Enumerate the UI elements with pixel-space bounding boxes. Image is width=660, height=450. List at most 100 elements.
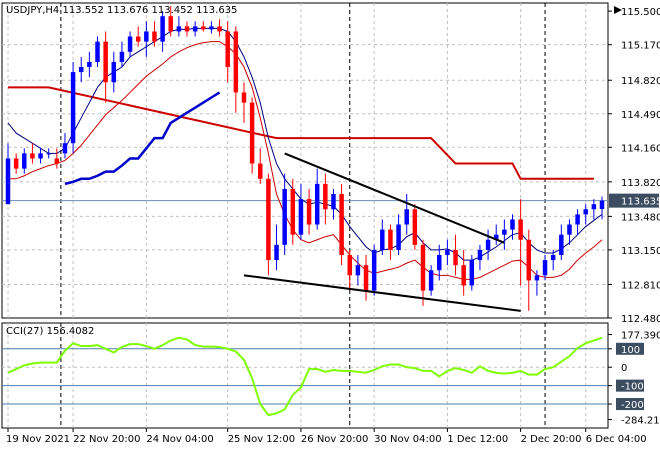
candle-body [249, 102, 255, 164]
candle-body [453, 249, 458, 266]
candle-body [209, 26, 214, 30]
cci-tick-label: -100 [621, 382, 644, 393]
candle-body [46, 153, 51, 155]
price-tick-label: 115.500 [621, 7, 660, 18]
chart-shift-marker [614, 6, 622, 14]
candle-body [461, 265, 466, 286]
cci-tick-label: 177.3903 [621, 331, 660, 342]
candle-body [331, 194, 336, 210]
candle-body [437, 255, 442, 271]
candle-body [388, 229, 393, 250]
candle-body [62, 143, 68, 154]
candle-body [583, 209, 588, 215]
candle-body [380, 229, 385, 250]
cci-level-tag [616, 342, 644, 355]
candle-body [176, 26, 182, 32]
candle-body [95, 41, 100, 62]
candle-body [217, 26, 222, 32]
time-tick-label: 30 Nov 04:00 [374, 434, 441, 445]
candle-body [30, 153, 35, 159]
candle-body [103, 41, 108, 83]
moving-average-line [8, 41, 603, 280]
candle-body [591, 204, 597, 210]
candle-body [477, 249, 483, 261]
cci-tick-label: -200 [621, 400, 644, 411]
candle-body [428, 270, 434, 291]
price-tick-label: 113.820 [621, 178, 660, 189]
cci-level-tag [616, 379, 644, 392]
cci-tick-label: -284.2161 [621, 416, 660, 427]
time-tick-label: 19 Nov 2021 [6, 434, 70, 445]
candle-body [355, 265, 361, 276]
resistance-step-line [8, 86, 594, 180]
price-tick-label: 112.810 [621, 280, 660, 291]
candle-body [152, 31, 157, 42]
price-tick-label: 113.150 [621, 246, 660, 257]
candle-body [184, 26, 190, 32]
candle-body [119, 51, 125, 62]
candle-body [144, 31, 149, 42]
time-tick-label: 1 Dec 12:00 [447, 434, 508, 445]
trendline [243, 274, 521, 312]
time-tick-label: 2 Dec 20:00 [521, 434, 582, 445]
candle-body [526, 239, 532, 281]
candle-body [542, 260, 548, 276]
price-tick-label: 114.820 [621, 76, 660, 87]
candle-body [412, 209, 418, 245]
candle-body [347, 255, 352, 276]
candle-body [70, 72, 76, 144]
candle-body [127, 36, 133, 52]
cci-level-tag [616, 398, 644, 411]
price-tick-label: 114.490 [621, 110, 660, 121]
candle-body [241, 92, 247, 103]
candle-body [225, 31, 230, 68]
cci-tick-label: 0 [621, 363, 627, 374]
candle-body [396, 224, 401, 250]
symbol-header: USDJPY,H4 113.552 113.676 113.452 113.63… [6, 5, 237, 16]
candle-body [111, 61, 117, 83]
candle-body [567, 224, 572, 235]
time-tick-label: 24 Nov 04:00 [146, 434, 213, 445]
price-tick-label: 115.170 [621, 41, 660, 52]
current-price-value: 113.635 [621, 197, 660, 208]
candle-body [559, 234, 564, 255]
time-tick-label: 26 Nov 20:00 [301, 434, 368, 445]
candle-body [160, 16, 165, 42]
candle-body [87, 61, 92, 68]
trendline [284, 152, 505, 244]
candle-body [404, 209, 409, 225]
candle-body [502, 229, 507, 235]
candle-body [420, 244, 426, 291]
candle-body [518, 219, 523, 240]
candle-body [493, 234, 499, 240]
price-tick-label: 113.480 [621, 212, 660, 223]
candle-body [363, 265, 369, 291]
candle-body [510, 219, 515, 230]
candle-body [258, 163, 263, 179]
time-tick-label: 6 Dec 04:00 [586, 434, 647, 445]
candle-body [78, 67, 84, 73]
cci-panel-frame [1, 322, 609, 429]
moving-average-line [64, 91, 221, 186]
candle-body [5, 158, 11, 205]
candle-body [22, 153, 27, 169]
candle-body [135, 36, 141, 42]
candle-body [38, 153, 43, 159]
candle-body [290, 188, 296, 235]
candle-body [266, 178, 271, 261]
candle-body [575, 214, 580, 225]
candle-body [13, 158, 19, 169]
time-tick-label: 25 Nov 12:00 [228, 434, 295, 445]
candle-body [282, 188, 287, 245]
candle-body [323, 183, 328, 210]
candle-body [54, 158, 60, 164]
time-tick-label: 22 Nov 20:00 [73, 434, 140, 445]
price-tick-label: 112.480 [621, 314, 660, 325]
candle-body [339, 194, 344, 255]
candle-body [371, 249, 377, 291]
candle-body [168, 16, 173, 32]
candle-body [274, 244, 279, 261]
price-panel-frame [1, 2, 609, 319]
